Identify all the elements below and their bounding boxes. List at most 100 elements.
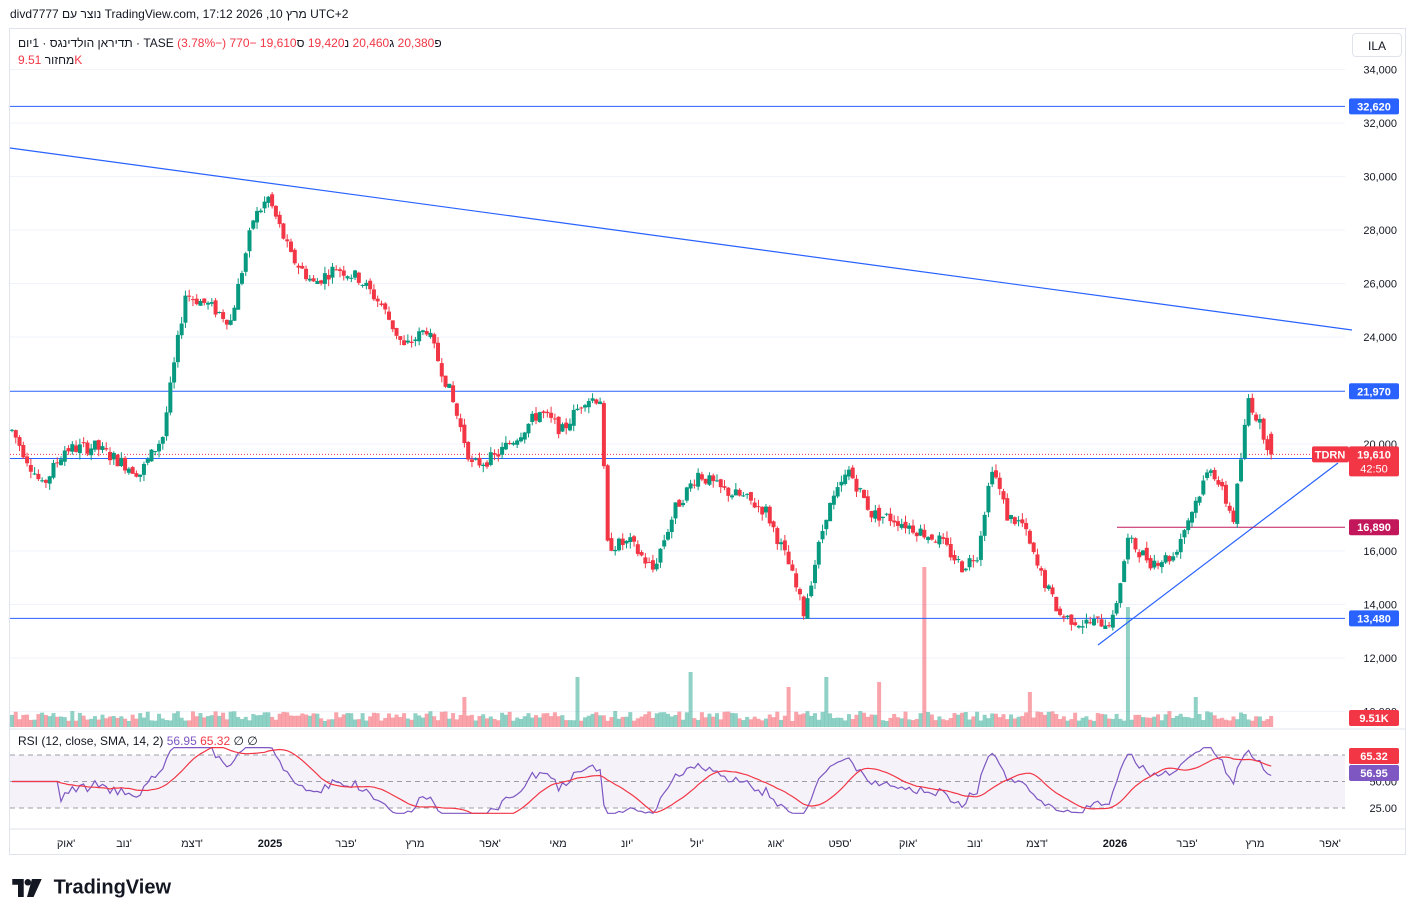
volume-bar: [813, 713, 818, 727]
candle-body: [436, 342, 441, 362]
volume-bar: [918, 713, 923, 727]
volume-bar: [66, 720, 71, 727]
volume-bar: [277, 713, 282, 727]
volume-bar: [598, 715, 603, 727]
volume-bar: [477, 716, 482, 727]
candle-body: [341, 270, 346, 276]
candle-body: [714, 480, 719, 482]
candle-body: [1254, 414, 1259, 421]
volume-bar: [70, 711, 75, 727]
volume-bar: [590, 713, 595, 727]
volume-bar: [164, 720, 169, 727]
candle-body: [786, 551, 791, 565]
candle-body: [1088, 622, 1093, 624]
volume-bar: [797, 714, 802, 727]
candle-body: [594, 399, 599, 404]
candle-body: [899, 524, 904, 528]
candle-body: [330, 266, 335, 278]
volume-bar: [963, 711, 968, 727]
candle-body: [907, 525, 912, 529]
volume-bar: [556, 716, 561, 727]
price-axis-tick-label: 12,000: [1363, 653, 1397, 665]
candle-body: [1220, 482, 1225, 487]
rsi-ma-badge: 65.32: [1360, 751, 1388, 763]
volume-bar: [141, 717, 146, 727]
close-label: ס: [296, 36, 305, 50]
candle-body: [586, 401, 591, 408]
candle-body: [1261, 418, 1266, 440]
volume-bar: [1005, 719, 1010, 727]
volume-bar: [1159, 720, 1164, 727]
tradingview-logo[interactable]: TradingView: [12, 874, 171, 900]
candle-body: [760, 506, 765, 515]
volume-bar: [895, 717, 900, 727]
candle-body: [775, 528, 780, 545]
candle-body: [944, 537, 949, 545]
volume-bar: [605, 720, 610, 727]
candle-body: [1156, 563, 1161, 566]
candle-body: [511, 442, 516, 445]
volume-bar: [620, 716, 625, 727]
volume-bar: [13, 711, 18, 727]
volume-bar: [232, 711, 237, 727]
volume-bar: [115, 717, 120, 727]
candle-body: [522, 432, 527, 440]
volume-bar: [255, 715, 260, 727]
volume-bar: [850, 719, 855, 727]
candle-body: [824, 519, 829, 530]
candle-body: [1178, 538, 1183, 553]
volume-bar: [922, 567, 927, 727]
volume-bar: [420, 717, 425, 727]
volume-bar: [858, 711, 863, 727]
candle-body: [1148, 558, 1153, 569]
volume-bar: [583, 717, 588, 727]
volume-bar: [658, 712, 663, 727]
chart-frame[interactable]: [9, 28, 1406, 855]
volume-bar: [228, 711, 233, 727]
candle-body: [255, 210, 260, 223]
rsi-axis-tick-label: 25.00: [1369, 803, 1397, 815]
volume-bar: [119, 716, 124, 727]
candle-body: [813, 564, 818, 584]
volume-bar: [1061, 716, 1066, 727]
volume-bar: [665, 713, 670, 727]
candle-body: [277, 214, 282, 225]
volume-bar: [458, 714, 463, 727]
candle-body: [1227, 505, 1232, 511]
candle-body: [718, 479, 723, 488]
candle-body: [111, 452, 116, 460]
currency-button[interactable]: ILA: [1352, 33, 1402, 57]
level-badge-bg: [1349, 610, 1399, 627]
volume-bar: [571, 720, 576, 727]
volume-bar: [111, 715, 116, 727]
candle-body: [213, 300, 218, 315]
candle-body: [322, 273, 327, 284]
candle-body: [507, 442, 512, 444]
price-axis-tick-label: 34,000: [1363, 65, 1397, 77]
volume-bar: [77, 712, 82, 727]
candle-body: [986, 485, 991, 513]
volume-bar: [507, 711, 512, 727]
volume-bar: [92, 716, 97, 727]
volume-bar: [1110, 718, 1115, 727]
volume-bar: [25, 714, 30, 727]
candle-body: [221, 312, 226, 319]
candle-body: [537, 412, 542, 422]
candle-body: [481, 464, 486, 467]
volume-bar: [714, 713, 719, 727]
rsi-ma-value: 65.32: [200, 734, 231, 748]
time-axis-label: אוק': [899, 838, 917, 850]
change-value: −770 (−3.78%): [177, 36, 257, 50]
candle-body: [1050, 587, 1055, 595]
candle-body: [319, 280, 324, 284]
candle-body: [428, 332, 433, 338]
candle-body: [96, 440, 101, 450]
symbol-name[interactable]: תדיראן הולדינגס · 1יום · TASE: [18, 36, 174, 50]
volume-bar: [880, 720, 885, 727]
candle-body: [877, 507, 882, 521]
rsi-title[interactable]: RSI (12, close, SMA, 14, 2): [18, 734, 164, 748]
candle-body: [846, 469, 851, 477]
volume-bar: [47, 716, 52, 727]
volume-bar: [1190, 718, 1195, 727]
